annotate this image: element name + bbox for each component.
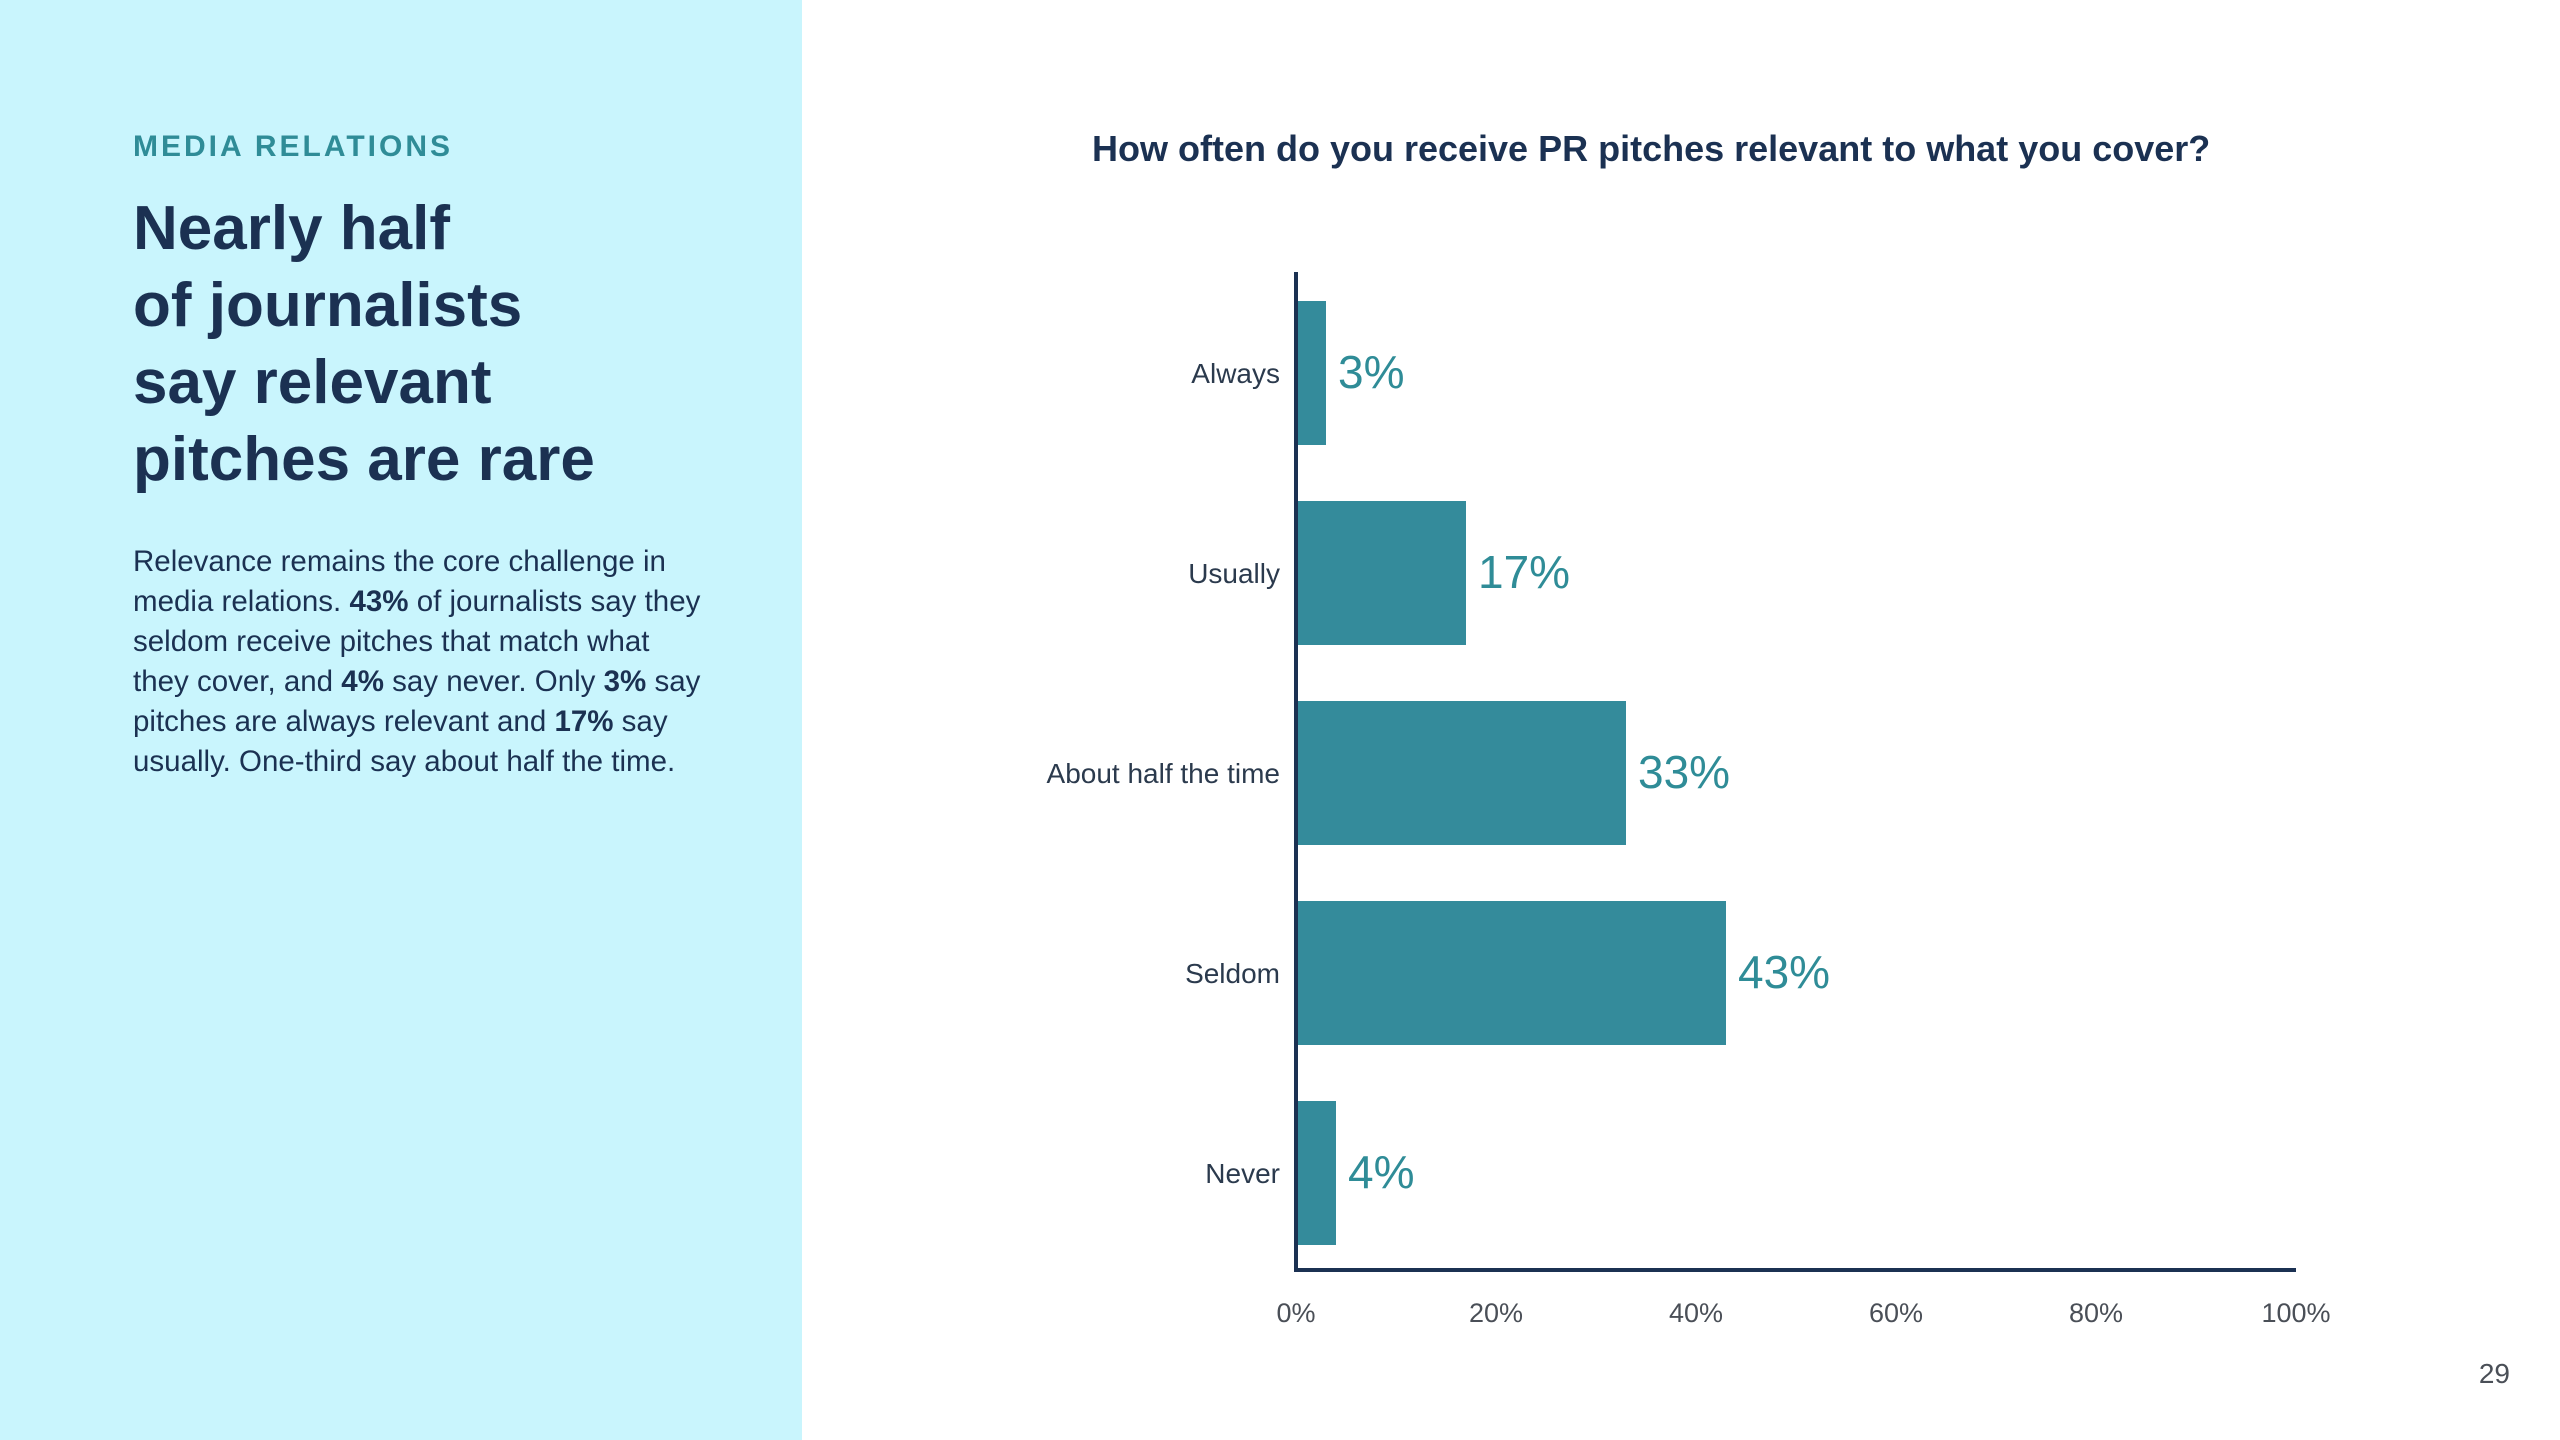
page-number: 29: [2478, 1358, 2510, 1389]
headline-line: pitches are rare: [133, 425, 595, 494]
x-tick-label: 80%: [2069, 1298, 2123, 1328]
x-tick-label: 20%: [1469, 1298, 1523, 1328]
headline-line: of journalists: [133, 271, 523, 340]
data-label: 43%: [1738, 946, 1830, 998]
data-label: 4%: [1348, 1146, 1414, 1198]
x-tick-label: 40%: [1669, 1298, 1723, 1328]
x-tick-label: 0%: [1276, 1298, 1315, 1328]
body-highlight: 17%: [554, 705, 614, 738]
body-text: of journalists say they seldom receive p…: [133, 585, 701, 698]
body-highlight: 43%: [349, 585, 409, 618]
chart-title: How often do you receive PR pitches rele…: [1092, 128, 2211, 169]
x-tick-label: 100%: [2261, 1298, 2330, 1328]
section-label: MEDIA RELATIONS: [133, 130, 453, 163]
body-highlight: 3%: [603, 665, 647, 698]
left-panel: MEDIA RELATIONS Nearly half of journalis…: [0, 0, 802, 1440]
bar: [1296, 501, 1466, 645]
body-highlight: 4%: [341, 665, 384, 698]
body-text: say usually. One-third say about half th…: [133, 705, 676, 778]
bar: [1296, 701, 1626, 845]
category-label: Always: [1191, 358, 1280, 389]
x-tick-label: 60%: [1869, 1298, 1923, 1328]
body-text: Relevance remains the core challenge in …: [133, 545, 666, 618]
headline-line: say relevant: [133, 348, 492, 417]
headline-line: Nearly half: [133, 194, 451, 263]
data-label: 3%: [1338, 346, 1404, 398]
body-paragraph: Relevance remains the core challenge in …: [133, 542, 713, 782]
body-text: say pitches are always relevant and: [133, 665, 701, 738]
category-label: Seldom: [1185, 958, 1280, 989]
bar: [1296, 901, 1726, 1045]
category-label: Never: [1205, 1158, 1280, 1189]
data-label: 17%: [1478, 546, 1570, 598]
headline: Nearly half of journalists say relevant …: [133, 190, 733, 498]
data-label: 33%: [1638, 746, 1730, 798]
body-text: say never. Only: [383, 665, 604, 698]
category-label: About half the time: [1047, 758, 1280, 789]
category-label: Usually: [1188, 558, 1280, 589]
bar: [1296, 1101, 1336, 1245]
bar: [1296, 301, 1326, 445]
